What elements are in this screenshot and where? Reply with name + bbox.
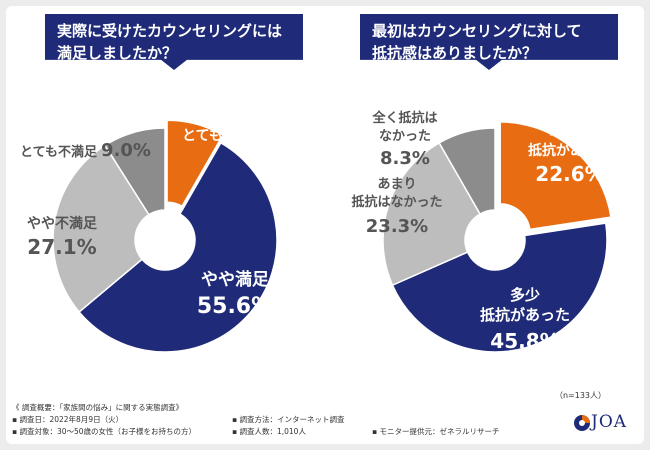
right-title-line-2: 抵抗感はありましたか？ — [372, 44, 538, 62]
survey-title: 《 調査概要：「家族間の悩み」に関する実態調査》 — [12, 403, 184, 412]
left-title-line-2: 満足しましたか？ — [57, 44, 178, 62]
left-slice-2 — [52, 144, 150, 313]
right-slice-2 — [382, 141, 482, 287]
left-label-1: やや満足 55.6% — [197, 269, 273, 319]
left-slice-1 — [78, 141, 278, 353]
left-donut-hole — [136, 211, 194, 269]
survey-count: ▪ 調査人数：1,010人 — [232, 427, 306, 436]
right-label-3: 全く抵抗はなかった 8.3% — [371, 110, 437, 169]
survey-target: ▪ 調査対象：30〜50歳の女性（お子様をお持ちの方） — [12, 427, 197, 436]
survey-method: ▪ 調査方法：インターネット調査 — [232, 415, 345, 424]
right-slice-0 — [499, 121, 612, 231]
left-title-line-1: 実際に受けたカウンセリングには — [57, 22, 283, 40]
monitor-provider: ▪ モニター提供元：ゼネラルリサーチ — [372, 427, 500, 436]
left-label-3: とても不満足 9.0% — [20, 140, 151, 161]
right-donut-chart: かなり抵抗があった 22.6% 多少抵抗があった 45.8% あまり抵抗はなかった 23.… — [351, 110, 612, 353]
right-donut-hole — [466, 211, 524, 269]
left-label-0: とても満足 8.3% — [182, 121, 310, 145]
joa-logo: JOA — [573, 410, 633, 436]
logo-text: JOA — [591, 412, 628, 432]
survey-date: ▪ 調査日：2022年8月9日（火） — [12, 415, 124, 424]
right-label-1: 多少抵抗があった 45.8% — [480, 286, 570, 353]
right-slice-3 — [438, 127, 496, 216]
sample-size-note: （n=133人） — [554, 391, 606, 400]
right-slice-1 — [391, 222, 608, 353]
left-donut-chart: とても満足 8.3% やや満足 55.6% やや不満足 27.1% とても不満足 9.0% — [20, 119, 310, 353]
left-label-2: やや不満足 27.1% — [27, 215, 98, 259]
left-slice-3 — [103, 127, 166, 216]
left-slice-0 — [166, 119, 224, 208]
right-title-line-1: 最初はカウンセリングに対して — [372, 22, 582, 40]
logo-mark-icon — [574, 415, 590, 431]
right-label-0: かなり抵抗があった 22.6% — [528, 123, 612, 186]
right-label-2: あまり抵抗はなかった 23.3% — [351, 177, 442, 237]
